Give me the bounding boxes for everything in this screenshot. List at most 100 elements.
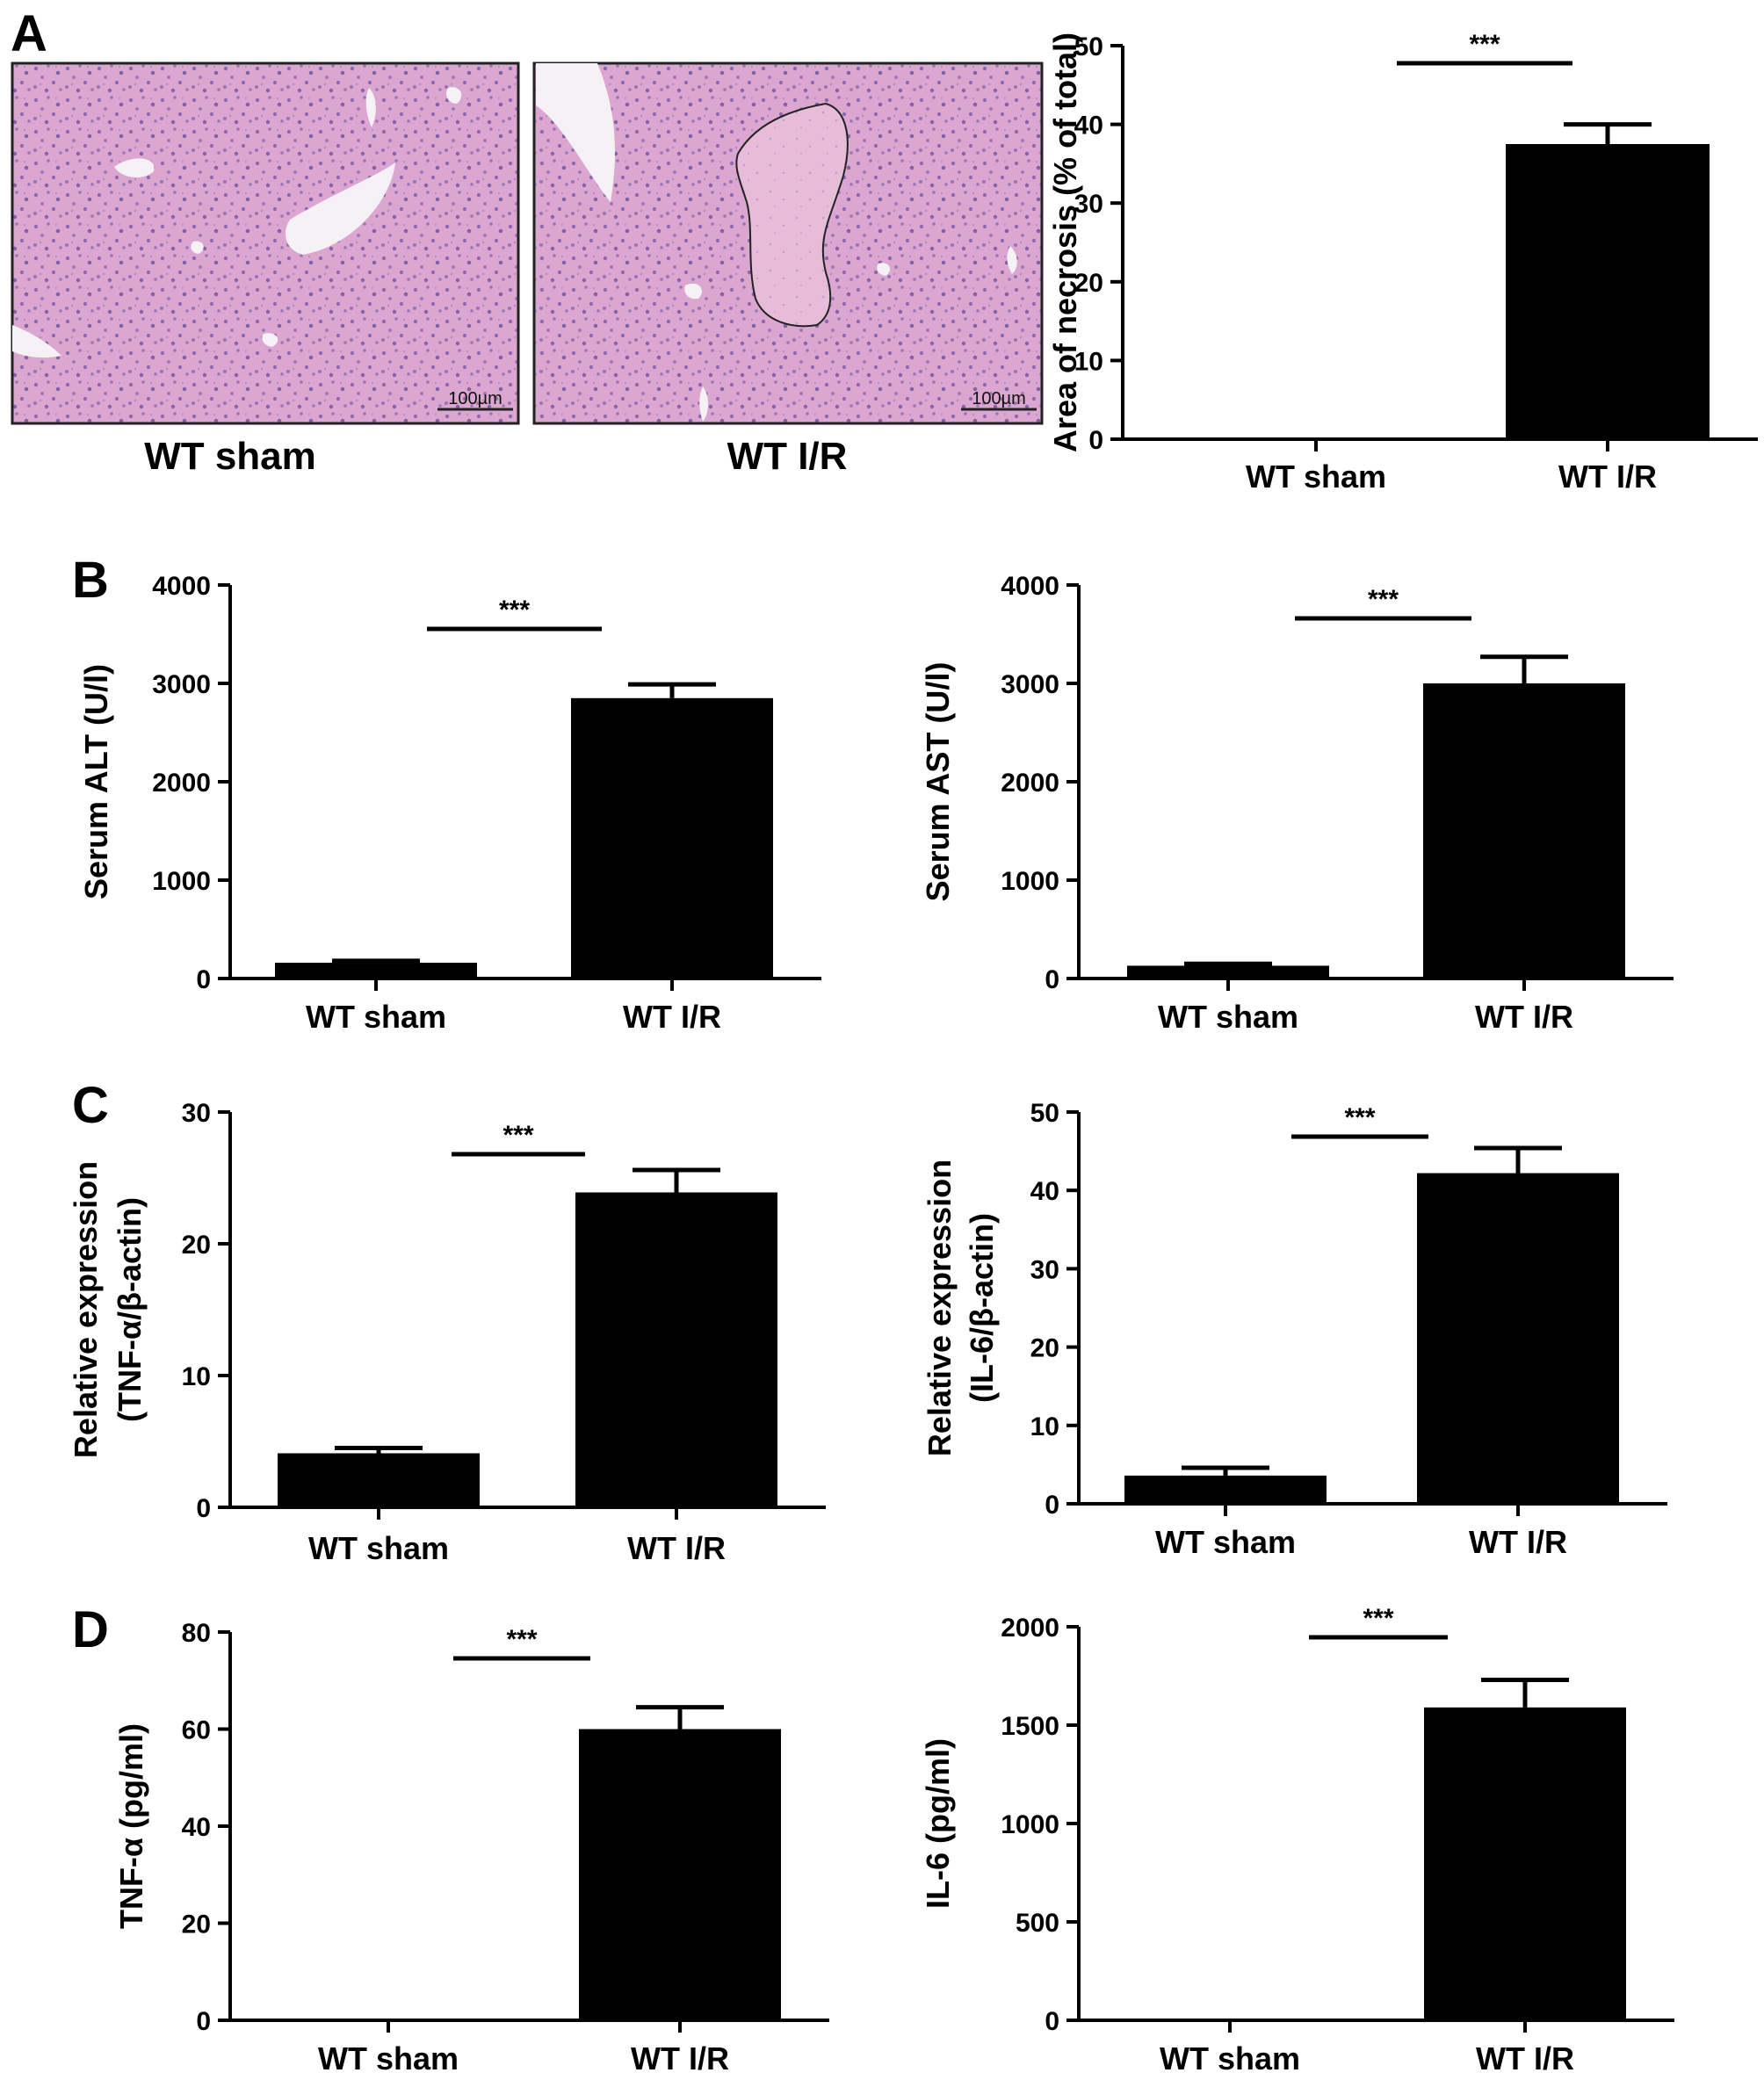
y-tick-label: 0	[1045, 965, 1059, 994]
bar-wt-ir	[579, 1729, 781, 2020]
chart-tnf-protein: 0 20 40 60 80 WT sham WT I/R *** TNF-α (pg/ml)	[113, 1619, 829, 2076]
category-label: WT I/R	[1558, 459, 1657, 495]
y-tick-label: 1000	[1001, 1810, 1059, 1839]
significance-label: ***	[499, 596, 530, 625]
y-tick-label: 20	[182, 1910, 211, 1939]
y-tick-label: 50	[1030, 1099, 1059, 1128]
bar-wt-ir	[571, 697, 773, 979]
category-label: WT sham	[318, 2040, 459, 2076]
panel-letter-b: B	[72, 552, 109, 609]
y-tick-label: 0	[1045, 2007, 1059, 2036]
vessel-shape	[365, 88, 376, 127]
y-tick-label: 60	[182, 1716, 211, 1745]
significance-label: ***	[1344, 1103, 1375, 1132]
y-tick-label: 40	[1074, 112, 1103, 141]
y-tick-label: 80	[182, 1619, 211, 1648]
y-tick-label: 0	[1088, 426, 1103, 455]
y-axis-title-line2: (TNF-α/β-actin)	[112, 1197, 148, 1422]
category-label: WT I/R	[1469, 1524, 1567, 1560]
y-tick-label: 3000	[152, 670, 211, 699]
y-tick-label: 1000	[152, 867, 211, 896]
y-tick-label: 2000	[1001, 769, 1059, 798]
panel-letter-d: D	[72, 1601, 109, 1658]
micrograph-wt-ir: 100µm	[532, 61, 1044, 425]
significance-label: ***	[1469, 30, 1500, 59]
chart-alt: 0 1000 2000 3000 4000 WT sham WT I/R *** Serum A…	[78, 572, 821, 1035]
y-tick-label: 1500	[1001, 1712, 1059, 1741]
bar-wt-ir	[575, 1192, 777, 1507]
y-tick-label: 10	[182, 1362, 211, 1391]
vessel-shape	[446, 87, 462, 104]
bar-wt-ir	[1417, 1173, 1619, 1504]
y-tick-label: 0	[1045, 1491, 1059, 1520]
y-axis-title: Serum AST (U/l)	[920, 662, 956, 902]
significance-label: ***	[1368, 585, 1399, 614]
category-label: WT I/R	[631, 2040, 729, 2076]
y-tick-label: 10	[1074, 347, 1103, 376]
vessel-shape	[536, 63, 615, 202]
y-tick-label: 3000	[1001, 670, 1059, 699]
bar-wt-ir	[1506, 144, 1710, 439]
category-label: WT I/R	[1476, 2040, 1574, 2076]
y-tick-label: 4000	[1001, 572, 1059, 601]
category-label: WT sham	[308, 1530, 449, 1566]
y-tick-label: 1000	[1001, 867, 1059, 896]
vessel-shape	[1007, 246, 1017, 274]
significance-label: ***	[506, 1625, 537, 1654]
chart-tnf-mrna: 0 10 20 30 WT sham WT I/R *** Relative expressi…	[68, 1099, 826, 1566]
micrograph-wt-sham: 100µm	[11, 61, 520, 425]
y-axis-title: Relative expression	[68, 1161, 104, 1458]
y-tick-label: 2000	[152, 769, 211, 798]
category-label: WT I/R	[627, 1530, 726, 1566]
vessel-shape	[12, 325, 61, 358]
category-label: WT sham	[1246, 459, 1386, 495]
panel-letter-c: C	[72, 1077, 109, 1134]
vessel-shape	[286, 162, 395, 255]
chart-ast: 0 1000 2000 3000 4000 WT sham WT I/R *** Serum A…	[920, 572, 1674, 1035]
chart-il6-protein: 0 500 1000 1500 2000 WT sham WT I/R *** IL-6 (pg…	[920, 1604, 1674, 2076]
vessel-shape	[877, 263, 891, 276]
y-tick-label: 50	[1074, 32, 1103, 61]
bar-wt-sham	[1127, 965, 1329, 979]
category-label: WT sham	[1160, 2040, 1300, 2076]
y-tick-label: 30	[182, 1099, 211, 1128]
y-tick-label: 2000	[1001, 1614, 1059, 1643]
y-tick-label: 20	[1030, 1334, 1059, 1363]
category-label: WT sham	[1158, 999, 1298, 1035]
y-tick-label: 30	[1074, 190, 1103, 219]
y-tick-label: 30	[1030, 1255, 1059, 1284]
y-tick-label: 10	[1030, 1412, 1059, 1441]
bar-wt-sham	[1124, 1475, 1327, 1504]
y-tick-label: 20	[182, 1231, 211, 1260]
vessel-shape	[684, 283, 703, 300]
vessel-shape	[699, 386, 708, 422]
chart-il6-mrna: 0 10 20 30 40 50 WT sham WT I/R *** Relative expr…	[922, 1099, 1667, 1560]
bar-wt-ir	[1424, 1707, 1626, 2020]
y-axis-title: Serum ALT (U/l)	[78, 664, 114, 899]
micrograph-caption: WT sham	[144, 435, 316, 478]
charts-layer: 0 10 20 30 40 50 WT sham WT I/R *** Area of necro…	[68, 30, 1758, 2076]
y-axis-title: Relative expression	[922, 1159, 958, 1456]
y-axis-title: TNF-α (pg/ml)	[113, 1723, 149, 1929]
panel-letter-a: A	[11, 5, 47, 62]
category-label: WT sham	[1155, 1524, 1296, 1560]
category-label: WT I/R	[623, 999, 721, 1035]
vessel-shape	[191, 241, 204, 254]
y-tick-label: 20	[1074, 269, 1103, 298]
y-tick-label: 40	[1030, 1177, 1059, 1206]
micrograph-caption: WT I/R	[727, 435, 848, 478]
y-tick-label: 0	[196, 2007, 211, 2036]
category-label: WT I/R	[1475, 999, 1573, 1035]
scale-bar-label: 100µm	[448, 389, 502, 408]
y-tick-label: 4000	[152, 572, 211, 601]
y-tick-label: 40	[182, 1813, 211, 1842]
bar-wt-sham	[275, 963, 477, 979]
y-tick-label: 500	[1016, 1909, 1059, 1938]
necrosis-region	[735, 102, 849, 328]
bar-wt-sham	[278, 1453, 480, 1507]
chart-necrosis: 0 10 20 30 40 50 WT sham WT I/R *** Area of necro…	[1047, 30, 1758, 495]
scale-bar-label: 100µm	[972, 389, 1026, 408]
significance-label: ***	[502, 1121, 533, 1150]
y-axis-title: IL-6 (pg/ml)	[920, 1738, 956, 1909]
